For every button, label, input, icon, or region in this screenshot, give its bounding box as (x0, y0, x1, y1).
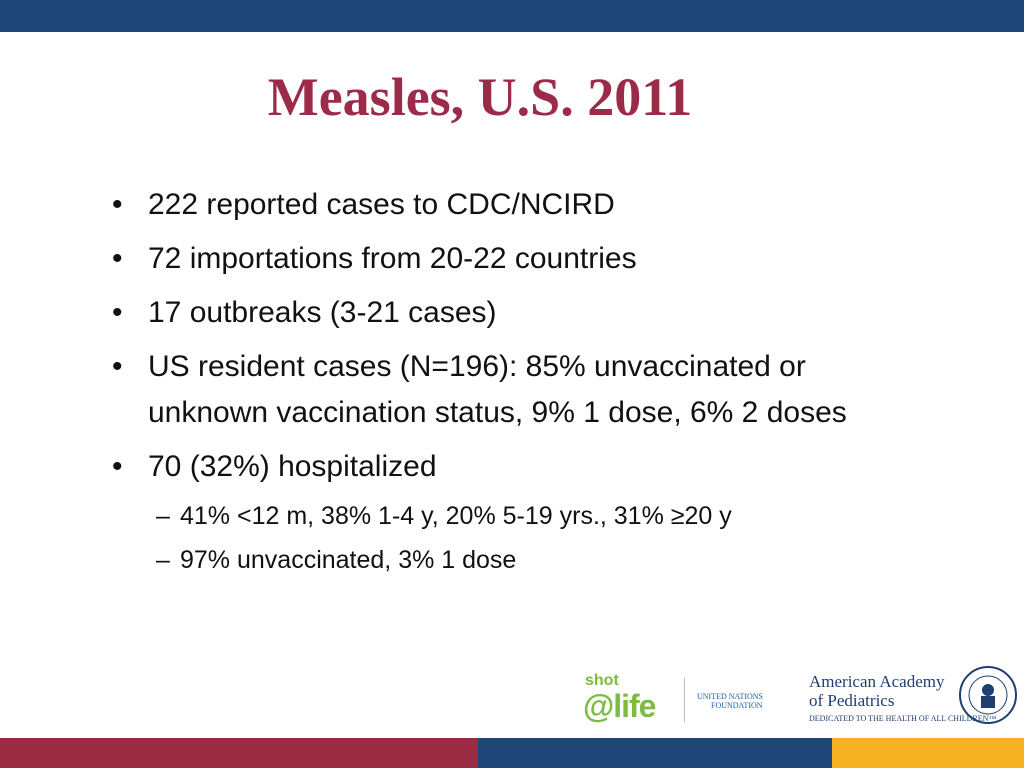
life-text: @life (583, 688, 656, 724)
divider (684, 678, 685, 722)
aap-seal (959, 666, 1017, 724)
bullet-text: 70 (32%) hospitalized (148, 450, 437, 483)
sub-bullet-item: 41% <12 m, 38% 1-4 y, 20% 5-19 yrs., 31%… (148, 494, 912, 538)
bullet-item: 222 reported cases to CDC/NCIRD (112, 182, 912, 228)
un-line: FOUNDATION (711, 701, 763, 710)
un-foundation: UNITED NATIONS FOUNDATION (697, 692, 763, 710)
bottom-bar-red (0, 738, 478, 768)
bullet-text: 222 reported cases to CDC/NCIRD (148, 188, 615, 221)
aap-line: of Pediatrics (809, 691, 895, 710)
top-bar (0, 0, 1024, 32)
bullet-text: 72 importations from 20-22 countries (148, 242, 637, 275)
bullet-item: 17 outbreaks (3-21 cases) (112, 290, 912, 336)
slide-title: Measles, U.S. 2011 (267, 67, 693, 127)
bullet-item: 72 importations from 20-22 countries (112, 236, 912, 282)
bullet-text: US resident cases (N=196): 85% unvaccina… (148, 350, 847, 429)
bullet-list: 222 reported cases to CDC/NCIRD 72 import… (112, 182, 912, 590)
bottom-bar-navy (478, 738, 832, 768)
aap-line: American Academy (809, 672, 945, 691)
aap-name: American Academy of Pediatrics (809, 672, 944, 710)
bullet-item: US resident cases (N=196): 85% unvaccina… (112, 344, 912, 436)
bullet-item: 70 (32%) hospitalized 41% <12 m, 38% 1-4 … (112, 444, 912, 582)
shot-text: shot (585, 672, 619, 689)
sub-bullet-list: 41% <12 m, 38% 1-4 y, 20% 5-19 yrs., 31%… (148, 494, 912, 582)
un-line: UNITED NATIONS (697, 692, 763, 701)
aap-tagline: DEDICATED TO THE HEALTH OF ALL CHILDREN™ (809, 714, 997, 723)
sub-bullet-item: 97% unvaccinated, 3% 1 dose (148, 538, 912, 582)
bottom-bar-gold (832, 738, 1024, 768)
bullet-text: 17 outbreaks (3-21 cases) (148, 296, 497, 329)
